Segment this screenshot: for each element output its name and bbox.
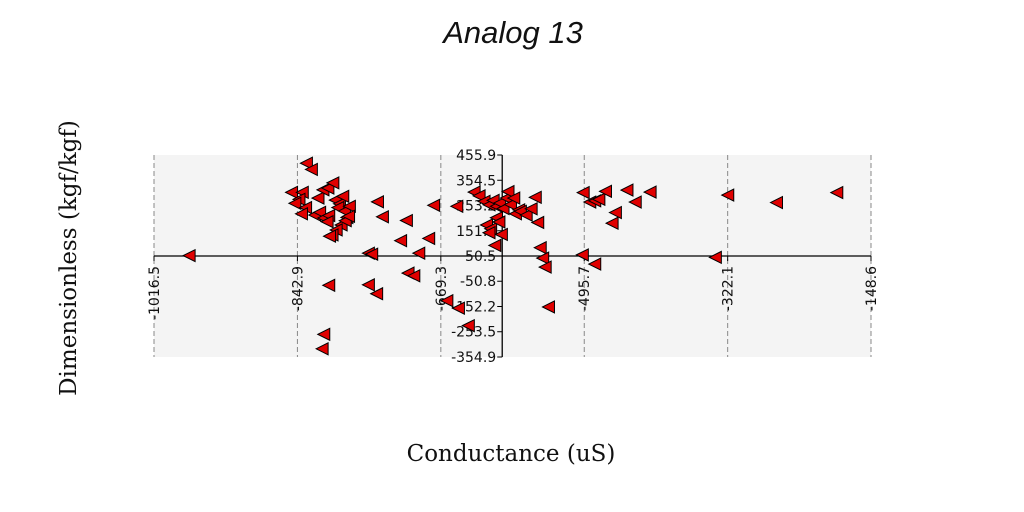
data-point: [519, 208, 533, 222]
data-point: [393, 233, 408, 248]
data-point: [628, 195, 642, 209]
data-point: [533, 240, 547, 255]
data-point: [494, 227, 508, 242]
x-tick-label: -495.7: [577, 266, 593, 311]
data-points: [181, 156, 844, 356]
chart-title: Analog 13: [441, 15, 583, 50]
x-tick-label: -322.1: [721, 266, 737, 311]
data-point: [369, 286, 384, 301]
data-point: [608, 205, 622, 220]
y-axis-label: Dimensionless (kgf/kgf): [56, 120, 82, 396]
data-point: [708, 250, 722, 265]
data-point: [341, 209, 356, 224]
x-tick-label: -148.6: [864, 266, 880, 311]
data-point: [524, 201, 538, 216]
data-point: [500, 184, 515, 199]
data-point: [361, 277, 375, 292]
data-point: [411, 246, 426, 260]
data-point: [503, 197, 517, 212]
x-axis-label: Conductance (uS): [407, 441, 616, 467]
data-point: [587, 257, 602, 271]
data-point: [829, 185, 844, 200]
x-tick-label: -1016.5: [147, 266, 163, 320]
data-point: [426, 198, 441, 213]
data-point: [491, 215, 506, 229]
tick-labels: -1016.5 -842.9 -669.3 -495.7 -322.1 -148.6455…: [147, 148, 880, 366]
data-point: [541, 300, 555, 314]
data-point: [299, 156, 313, 171]
data-point: [487, 238, 502, 253]
data-point: [314, 341, 329, 356]
data-point: [322, 229, 337, 244]
data-point: [439, 293, 454, 308]
data-point: [576, 185, 590, 200]
data-point: [406, 268, 421, 283]
data-point: [506, 191, 521, 205]
data-point: [421, 231, 436, 246]
data-point: [619, 183, 634, 197]
data-point: [530, 215, 545, 230]
data-point: [538, 260, 552, 274]
data-point: [321, 278, 336, 293]
data-point: [316, 327, 331, 342]
data-point: [449, 199, 464, 214]
data-point: [451, 301, 465, 316]
data-point: [528, 190, 542, 205]
y-tick-label: -50.8: [460, 274, 496, 290]
data-point: [375, 209, 389, 224]
data-point: [310, 191, 325, 205]
data-point: [287, 196, 302, 211]
data-point: [591, 192, 606, 207]
data-point: [604, 216, 619, 231]
y-tick-label: -253.5: [451, 325, 496, 341]
y-tick-label: 354.5: [456, 173, 496, 189]
data-point: [304, 162, 318, 177]
x-tick-label: -842.9: [290, 266, 306, 311]
data-point: [370, 195, 384, 209]
data-point: [535, 251, 550, 265]
y-tick-label: 455.9: [456, 148, 496, 164]
data-point: [399, 213, 413, 228]
data-point: [342, 199, 356, 214]
data-point: [481, 225, 496, 240]
data-point: [319, 214, 334, 229]
y-tick-label: 50.5: [465, 249, 496, 265]
data-point: [364, 247, 379, 261]
data-point: [598, 184, 612, 199]
data-point: [181, 248, 196, 263]
data-point: [294, 206, 308, 221]
data-point: [720, 188, 735, 202]
data-point: [335, 189, 350, 204]
data-point: [325, 176, 340, 190]
y-tick-label: -354.9: [451, 350, 496, 366]
data-point: [575, 248, 589, 262]
data-point: [642, 185, 657, 199]
data-point: [461, 318, 475, 333]
data-point: [769, 195, 783, 210]
